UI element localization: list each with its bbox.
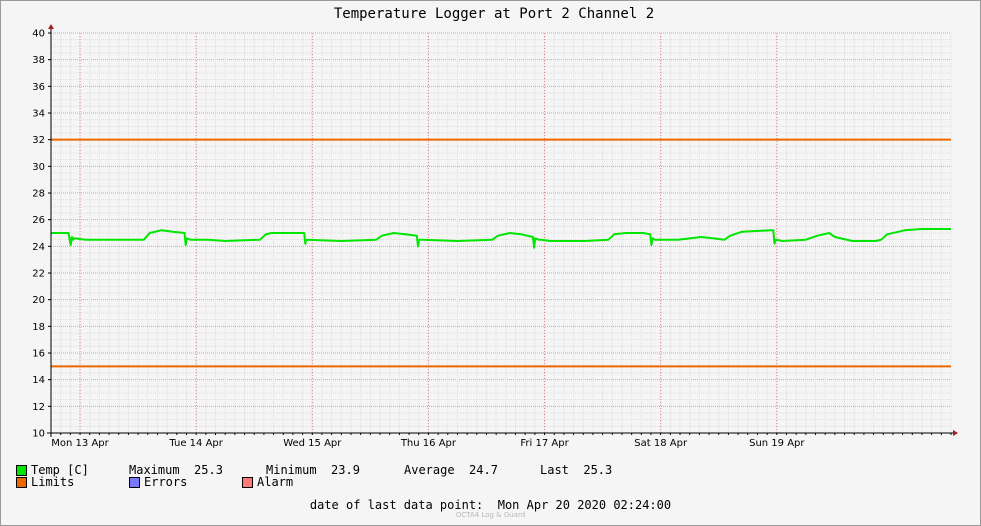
y-tick-label: 20 [32,295,45,306]
y-axis-arrow [48,24,54,29]
stat-maximum-label: Maximum [129,463,180,477]
tick-labels: 10 12 14 16 18 20 22 24 26 28 30 32 34 36 38 40 Mon 13 A… [32,29,805,450]
stat-last-value: 25.3 [583,463,613,477]
y-tick-label: 18 [32,322,45,333]
last-data-point: date of last data point: Mon Apr 20 2020… [0,498,981,512]
x-tick-label: Sat 18 Apr [634,438,688,449]
series-line-temp [51,228,951,249]
x-tick-label: Thu 16 Apr [400,438,457,449]
legend-item-alarm: Alarm [242,475,293,489]
last-data-point-value: Mon Apr 20 2020 02:24:00 [497,498,672,512]
legend-label-alarm: Alarm [257,475,294,489]
y-tick-label: 14 [32,375,45,386]
stat-average: Average 24.7 [404,463,540,477]
y-tick-label: 24 [32,242,45,253]
y-tick-label: 10 [32,429,45,440]
legend-row-2: Limits Errors Alarm [16,475,293,489]
y-tick-label: 28 [32,189,45,200]
legend-label-limits: Limits [31,475,75,489]
x-tick-label: Fri 17 Apr [520,438,569,449]
y-tick-label: 26 [32,215,45,226]
grid [50,32,952,434]
stat-minimum-label: Minimum [266,463,317,477]
axes [47,24,958,437]
y-tick-label: 16 [32,349,45,360]
y-tick-label: 34 [32,109,45,120]
y-tick-label: 30 [32,162,45,173]
watermark: OCTA4 Log & Guard [455,511,526,519]
legend-swatch-errors [129,476,140,488]
y-tick-label: 32 [32,135,45,146]
legend-swatch-limits [16,476,27,488]
x-tick-label: Mon 13 Apr [51,438,109,449]
x-tick-label: Tue 14 Apr [168,438,223,449]
legend-label-temp: Temp [C] [31,463,89,477]
y-tick-label: 38 [32,55,45,66]
legend-swatch-temp [16,464,27,476]
stat-minimum: Minimum 23.9 [266,463,404,477]
series-layer [51,228,951,249]
y-tick-label: 36 [32,82,45,93]
stat-last: Last 25.3 [540,463,612,477]
legend-item-temp: Temp [C] [16,463,129,477]
last-data-point-label: date of last data point: [309,498,484,512]
stat-average-value: 24.7 [469,463,498,477]
x-axis-arrow [953,430,958,436]
stat-average-label: Average [404,463,455,477]
stat-maximum: Maximum 25.3 [129,463,266,477]
stat-last-label: Last [540,463,569,477]
stat-maximum-value: 25.3 [194,463,223,477]
x-tick-label: Wed 15 Apr [283,438,342,449]
y-tick-label: 40 [32,29,45,40]
legend-item-errors: Errors [129,475,242,489]
x-tick-label: Sun 19 Apr [749,438,805,449]
y-tick-label: 12 [32,402,45,413]
stat-minimum-value: 23.9 [331,463,360,477]
limit-lines [51,138,951,368]
chart-title: Temperature Logger at Port 2 Channel 2 [334,6,654,22]
y-tick-label: 22 [32,269,45,280]
legend-item-limits: Limits [16,475,129,489]
legend-row-1: Temp [C] Maximum 25.3 Minimum 23.9 Avera… [16,463,612,477]
legend-label-errors: Errors [144,475,188,489]
legend-swatch-alarm [242,476,253,488]
